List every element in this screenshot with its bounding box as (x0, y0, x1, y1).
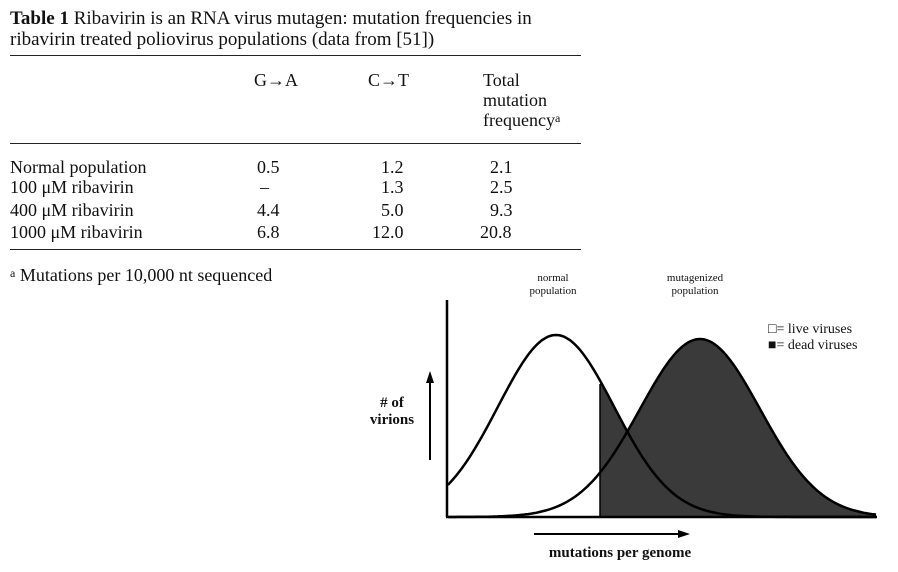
cell-total: 2.1 (490, 157, 513, 177)
y-axis-label: # of virions (369, 395, 415, 428)
table-caption-text: Ribavirin is an RNA virus mutagen: mutat… (10, 8, 532, 50)
cell-total: 9.3 (490, 200, 513, 220)
column-header-total-line-2: mutation (483, 90, 547, 110)
table-footnote: a Mutations per 10,000 nt sequenced (10, 265, 272, 285)
cell-total: 2.5 (490, 177, 513, 197)
y-arrow-head (426, 371, 434, 383)
cell-ct: 1.2 (381, 157, 404, 177)
legend-live: □= live viruses (768, 322, 853, 337)
live-viruses-icon: □ (768, 322, 777, 337)
mutagenized-population-label: mutagenized population (666, 272, 724, 297)
cell-ga: 4.4 (257, 200, 280, 220)
row-label: Normal population (10, 157, 147, 177)
dead-viruses-icon: ■ (768, 338, 777, 353)
legend-dead: ■= dead viruses (768, 338, 858, 353)
column-header-total: Total mutation frequencya (483, 70, 560, 130)
cell-ct: 12.0 (372, 222, 404, 242)
cell-ga: 6.8 (257, 222, 280, 242)
x-axis-label: mutations per genome (548, 545, 692, 561)
table-bottom-rule (10, 249, 581, 250)
column-header-ga: G→A (254, 70, 298, 90)
normal-population-label: normal population (529, 272, 577, 297)
mutagenized-population-fill (600, 339, 876, 517)
legend: □= live viruses ■= dead viruses (768, 322, 857, 354)
cell-ga: – (260, 177, 269, 197)
row-label: 100 μM ribavirin (10, 177, 134, 197)
column-header-ct: C→T (368, 70, 410, 90)
mutagenized-population-curve (448, 337, 877, 519)
cell-ct: 5.0 (381, 200, 404, 220)
table-label: Table 1 (10, 8, 69, 29)
table-top-rule (10, 55, 581, 56)
x-arrow-head (678, 530, 690, 538)
cell-total: 20.8 (480, 222, 512, 242)
table-caption: Table 1 Ribavirin is an RNA virus mutage… (10, 8, 590, 50)
cell-ct: 1.3 (381, 177, 404, 197)
column-header-total-line-1: Total (483, 70, 520, 90)
row-label: 400 μM ribavirin (10, 200, 134, 220)
table-header-rule (10, 143, 581, 144)
cell-ga: 0.5 (257, 157, 280, 177)
footnote-marker: a (10, 266, 16, 280)
footnote-marker: a (554, 111, 561, 125)
footnote-text: Mutations per 10,000 nt sequenced (19, 265, 273, 285)
column-header-total-line-3: frequencya (483, 110, 561, 130)
row-label: 1000 μM ribavirin (10, 222, 143, 242)
